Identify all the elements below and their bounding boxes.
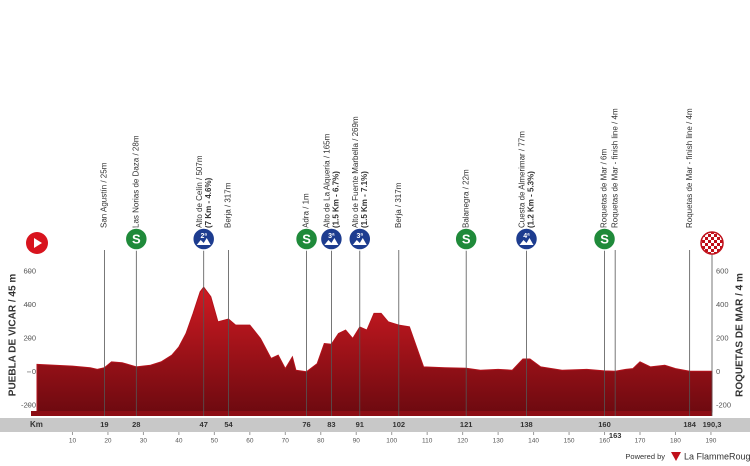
- waypoint-km: 163: [609, 431, 622, 440]
- waypoint-badge: [294, 227, 319, 251]
- mountain-icon: [196, 238, 211, 245]
- start-label: PUEBLA DE VICAR / 45 m: [8, 274, 19, 397]
- waypoint-km: 83: [327, 420, 335, 429]
- waypoint-badge-label: S: [600, 231, 609, 246]
- waypoint-badge-label: S: [302, 231, 311, 246]
- y-tick-label: 0: [32, 367, 36, 376]
- x-tick-label: 130: [493, 438, 504, 445]
- waypoint-km: 54: [224, 420, 233, 429]
- waypoint-km: 121: [460, 420, 473, 429]
- x-axis-label: Km: [30, 420, 43, 429]
- x-tick-label: 110: [422, 438, 433, 445]
- x-tick-label: 40: [175, 438, 183, 445]
- km-band: [0, 418, 750, 432]
- y2-tick-label: 400: [716, 300, 729, 309]
- waypoint-km: 184: [683, 420, 696, 429]
- brand: La FlammeRouge: [684, 451, 750, 461]
- waypoint-name: Roquetas de Mar - finish line / 4m: [610, 108, 619, 228]
- waypoint-name: Alto de La Alquería / 165m: [323, 133, 332, 228]
- elevation-area: [36, 286, 713, 413]
- finish-label: ROQUETAS DE MAR / 4 m: [735, 273, 746, 397]
- y-tick-label: 200: [23, 333, 36, 342]
- waypoint-detail: (1.5 Km - 7.1%): [360, 171, 369, 228]
- x-tick-label: 140: [528, 438, 539, 445]
- y-tick-label: -200: [21, 400, 36, 409]
- x-tick-label: 120: [457, 438, 468, 445]
- x-tick-label: 10: [69, 438, 77, 445]
- waypoint-detail: (1.5 Km - 6.7%): [332, 171, 341, 228]
- y2-tick-label: 0: [716, 367, 720, 376]
- waypoint-km: 91: [356, 420, 364, 429]
- mountain-icon: [519, 238, 534, 245]
- waypoint-name: Alto de Celín / 507m: [195, 155, 204, 228]
- x-tick-label: 30: [140, 438, 148, 445]
- brand-logo: [671, 452, 681, 461]
- waypoint-badge-label: 3ª: [357, 233, 364, 240]
- x-tick-label: 70: [282, 438, 290, 445]
- waypoint-km: 76: [302, 420, 310, 429]
- waypoint-km: 138: [520, 420, 533, 429]
- start-arrow: [34, 238, 42, 248]
- waypoint-km: 102: [393, 420, 406, 429]
- waypoint-badge: [124, 227, 149, 251]
- waypoint-name: Roquetas de Mar - finish line / 4m: [685, 108, 694, 228]
- waypoint-name: Las Norias de Daza / 28m: [131, 135, 140, 228]
- waypoint-km: 160: [598, 420, 611, 429]
- waypoint-badge: [592, 227, 617, 251]
- mountain-icon: [324, 238, 339, 245]
- waypoint-name: Balanegra / 22m: [461, 169, 470, 228]
- x-tick-label: 170: [635, 438, 646, 445]
- x-tick-label: 60: [246, 438, 254, 445]
- x-tick-label: 180: [670, 438, 681, 445]
- finish-icon: [700, 231, 724, 255]
- y2-tick-label: 200: [716, 333, 729, 342]
- waypoint-name: Cuesta de Almerimar / 77m: [518, 131, 527, 228]
- waypoint-km: 47: [200, 420, 208, 429]
- waypoint-badge-label: 3ª: [328, 233, 335, 240]
- y2-tick-label: 600: [716, 267, 729, 276]
- x-tick-label: 100: [386, 438, 397, 445]
- x-tick-label: 150: [564, 438, 575, 445]
- powered-by: Powered by: [625, 452, 665, 461]
- waypoint-km: 190,3: [703, 420, 722, 429]
- waypoint-name: Roquetas de Mar / 6m: [600, 149, 609, 228]
- y2-tick-label: -200: [716, 400, 731, 409]
- waypoint-km: 28: [132, 420, 140, 429]
- mountain-icon: [352, 238, 367, 245]
- waypoint-detail: (1.2 Km - 5.3%): [527, 171, 536, 228]
- y-tick-label: 600: [23, 267, 36, 276]
- x-tick-label: 80: [317, 438, 325, 445]
- waypoint-badge-label: 4ª: [523, 233, 530, 240]
- waypoint-name: Alto de Fuente Marbella / 269m: [351, 116, 360, 228]
- waypoint-badge-label: 2ª: [200, 233, 207, 240]
- waypoint-badge: [454, 227, 478, 251]
- waypoint-name: Berja / 317m: [224, 182, 233, 228]
- waypoint-detail: (7 Km - 4.6%): [204, 177, 213, 228]
- x-tick-label: 190: [706, 438, 717, 445]
- waypoint-name: Berja / 317m: [394, 182, 403, 228]
- waypoint-name: Adra / 1m: [302, 193, 311, 228]
- x-tick-label: 160: [599, 438, 610, 445]
- base-band: [31, 411, 712, 416]
- waypoint-badge-label: S: [132, 231, 141, 246]
- x-tick-label: 20: [104, 438, 112, 445]
- waypoint-badge-label: S: [462, 231, 471, 246]
- x-tick-label: 50: [211, 438, 219, 445]
- waypoint-name: San Agustín / 25m: [100, 162, 109, 228]
- waypoint-km: 19: [100, 420, 108, 429]
- y-tick-label: 400: [23, 300, 36, 309]
- x-tick-label: 90: [353, 438, 361, 445]
